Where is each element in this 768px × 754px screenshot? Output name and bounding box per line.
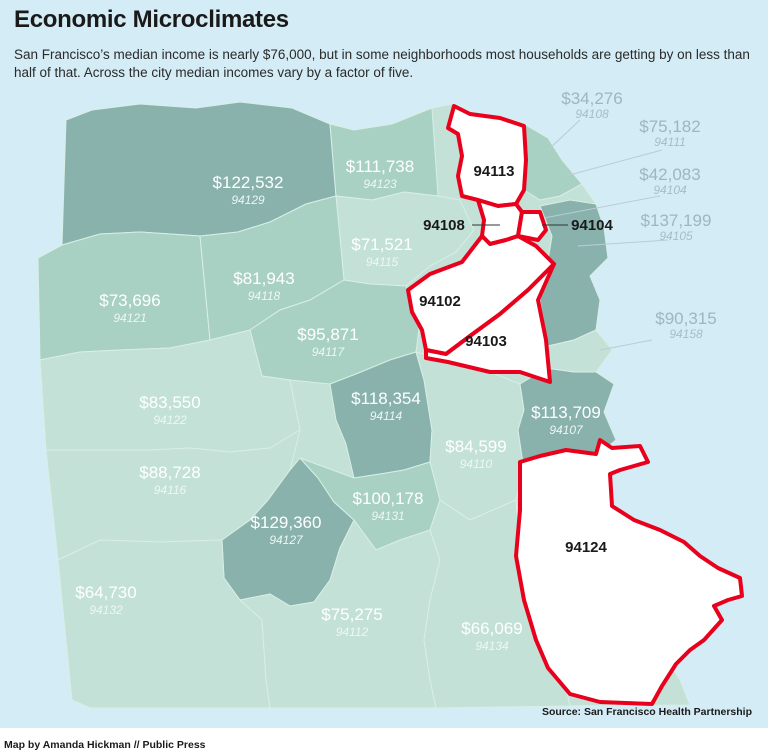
map-title: Economic Microclimates [14, 6, 289, 33]
zip-94121: 94121 [113, 311, 146, 325]
zip-94127: 94127 [269, 533, 304, 547]
zip-94117-area [249, 279, 421, 385]
income-94104: $42,083 [639, 165, 700, 184]
zip-94114: 94114 [370, 409, 403, 423]
income-94158: $90,315 [655, 309, 716, 328]
income-94121: $73,696 [99, 291, 160, 310]
income-94116: $88,728 [139, 463, 200, 482]
income-94114: $118,354 [351, 389, 421, 408]
label-94102: 94102 [419, 293, 461, 310]
callout-line-94105 [577, 239, 669, 247]
zip-94124-highlight [514, 438, 744, 706]
label-94108: 94108 [423, 217, 465, 234]
zip-94105: 94105 [659, 229, 693, 243]
zip-callout-94104: 94104 [653, 183, 687, 197]
source-note: Source: San Francisco Health Partnership [541, 706, 752, 718]
income-94108: $34,276 [561, 89, 622, 108]
zip-94132: 94132 [89, 603, 123, 617]
callout-line-94158 [599, 339, 653, 351]
callout-labels: $34,276 94108 $75,182 94111 $42,083 9410… [561, 89, 716, 341]
income-94111: $75,182 [639, 117, 700, 136]
zip-94158: 94158 [669, 327, 703, 341]
callout-lines [472, 119, 669, 351]
income-94127: $129,360 [251, 513, 322, 532]
zip-94111: 94111 [654, 135, 686, 149]
income-94115: $71,521 [351, 235, 412, 254]
zip-94107: 94107 [549, 423, 584, 437]
highlight-labels: 94113 94108 94104 94102 94103 94124 [419, 163, 613, 556]
income-94122: $83,550 [139, 393, 200, 412]
zip-94117: 94117 [312, 345, 346, 359]
zip-94122: 94122 [153, 413, 187, 427]
label-94124: 94124 [565, 539, 607, 556]
zip-94118: 94118 [248, 289, 281, 303]
zip-94123: 94123 [363, 177, 397, 191]
label-94103: 94103 [465, 333, 507, 350]
callout-line-94108 [547, 119, 581, 151]
income-94123: $111,738 [346, 157, 414, 176]
income-94117: $95,871 [297, 325, 358, 344]
label-94104: 94104 [571, 217, 613, 234]
zip-94134: 94134 [475, 639, 509, 653]
income-94112: $75,275 [321, 605, 382, 624]
income-94129: $122,532 [213, 173, 284, 192]
map-credit: Map by Amanda Hickman // Public Press [4, 739, 206, 751]
zip-94103-highlight [424, 262, 556, 384]
map-subtitle: San Francisco’s median income is nearly … [14, 47, 750, 80]
callout-line-94104 [543, 195, 661, 219]
zip-94131: 94131 [371, 509, 404, 523]
zip-callout-94108: 94108 [575, 107, 609, 121]
income-94105: $137,199 [641, 211, 712, 230]
zip-94110: 94110 [460, 457, 493, 471]
income-94107: $113,709 [531, 403, 601, 422]
credit-bar [0, 728, 768, 754]
income-94118: $81,943 [233, 269, 294, 288]
income-94110: $84,599 [445, 437, 506, 456]
zip-94129: 94129 [231, 193, 265, 207]
income-labels: $122,532 94129 $111,738 94123 $71,521 94… [75, 157, 601, 653]
callout-line-94111 [565, 149, 663, 177]
zip-94104-highlight [516, 210, 548, 242]
zip-94115: 94115 [366, 255, 399, 269]
income-94132: $64,730 [75, 583, 136, 602]
income-94131: $100,178 [353, 489, 424, 508]
zip-94116: 94116 [154, 483, 187, 497]
income-94134: $66,069 [461, 619, 522, 638]
zip-94112: 94112 [336, 625, 369, 639]
label-94113: 94113 [474, 163, 515, 180]
